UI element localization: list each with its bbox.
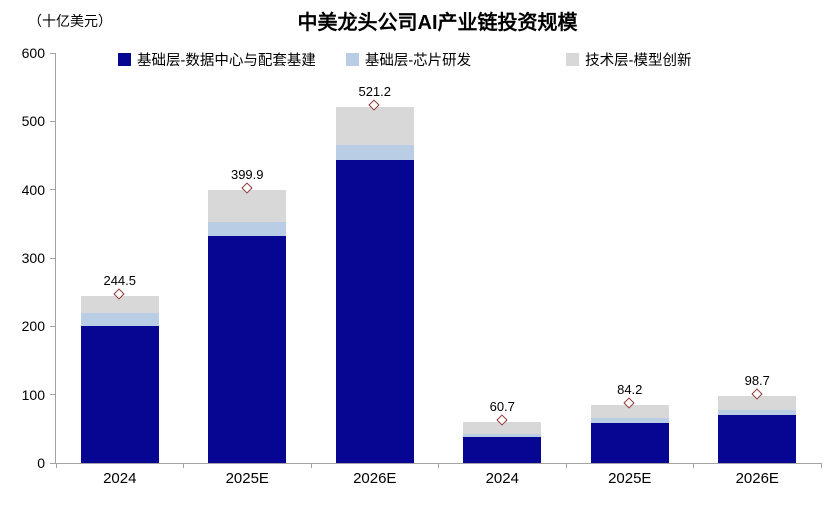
y-tick-label: 0 <box>37 455 45 471</box>
y-axis-tick <box>50 120 56 122</box>
y-tick-label: 600 <box>21 45 45 61</box>
bar-segment-series-1 <box>208 221 287 237</box>
bar-segment-series-2 <box>80 295 159 313</box>
bar-segment-series-2 <box>335 106 414 146</box>
bar-segment-series-1 <box>590 417 669 423</box>
x-axis-label: 2026E <box>735 470 779 487</box>
bar-segment-series-0 <box>590 422 669 463</box>
y-tick-label: 200 <box>21 318 45 335</box>
bar-segment-series-1 <box>463 434 542 438</box>
y-axis-unit-label: （十亿美元） <box>28 13 112 29</box>
x-axis-label: 2025E <box>608 470 652 487</box>
bar-segment-series-2 <box>590 405 669 418</box>
legend-label: 技术层-模型创新 <box>585 53 692 69</box>
y-axis-tick <box>50 189 56 191</box>
bar-segment-series-0 <box>335 160 414 463</box>
y-axis-tick <box>50 257 56 259</box>
bar-segment-series-1 <box>80 312 159 327</box>
x-axis-label: 2024 <box>485 470 519 487</box>
bar-segment-series-0 <box>463 437 542 463</box>
legend-swatch <box>118 53 131 66</box>
legend-label: 基础层-芯片研发 <box>364 53 472 69</box>
x-axis-tick <box>565 463 567 468</box>
y-tick-label: 100 <box>21 386 45 403</box>
bar-total-label: 98.7 <box>744 372 770 388</box>
x-axis-tick <box>55 463 57 468</box>
x-axis-label: 2025E <box>225 470 269 487</box>
bar-segment-series-1 <box>718 410 797 416</box>
bar-segment-series-0 <box>208 236 287 463</box>
legend-item: 基础层-芯片研发 <box>345 49 472 70</box>
y-axis-tick <box>50 462 56 464</box>
legend: 基础层-数据中心与配套基建 基础层-芯片研发 技术层-模型创新 <box>118 49 691 70</box>
bar-segment-series-0 <box>80 326 159 463</box>
legend-swatch <box>345 53 359 66</box>
x-axis-tick <box>438 463 439 468</box>
y-axis-tick <box>50 325 56 327</box>
bar-total-label: 521.2 <box>358 83 392 99</box>
y-axis-tick <box>50 394 56 396</box>
bar-segment-series-2 <box>463 421 542 435</box>
bar-segment-series-1 <box>335 145 414 161</box>
x-axis-tick <box>310 463 312 468</box>
bar-segment-series-2 <box>208 189 287 222</box>
bar-segment-series-2 <box>718 395 797 411</box>
y-axis-tick <box>50 52 56 54</box>
x-axis-tick <box>820 463 822 468</box>
y-tick-label: 300 <box>21 250 45 266</box>
bar-total-label: 84.2 <box>617 382 643 398</box>
bar-segment-series-0 <box>718 415 797 463</box>
y-tick-label: 400 <box>21 181 45 198</box>
chart-title: 中美龙头公司AI产业链投资规模 <box>297 12 578 34</box>
legend-label: 基础层-数据中心与配套基建 <box>137 53 316 69</box>
x-axis-tick <box>693 463 694 468</box>
x-axis-tick <box>183 463 184 468</box>
legend-item: 技术层-模型创新 <box>566 49 691 70</box>
legend-swatch <box>566 53 580 66</box>
legend-item: 基础层-数据中心与配套基建 <box>118 49 316 70</box>
x-axis-label: 2026E <box>353 470 397 487</box>
y-tick-label: 500 <box>21 113 45 130</box>
bar-total-label: 244.5 <box>103 272 137 288</box>
x-axis-label: 2024 <box>103 470 137 487</box>
bar-total-label: 399.9 <box>230 166 264 182</box>
bar-total-label: 60.7 <box>489 398 515 414</box>
plot-area: 0 100 200 300 400 500 600 244.5 2024 399.9 2025E 52… <box>22 45 822 487</box>
